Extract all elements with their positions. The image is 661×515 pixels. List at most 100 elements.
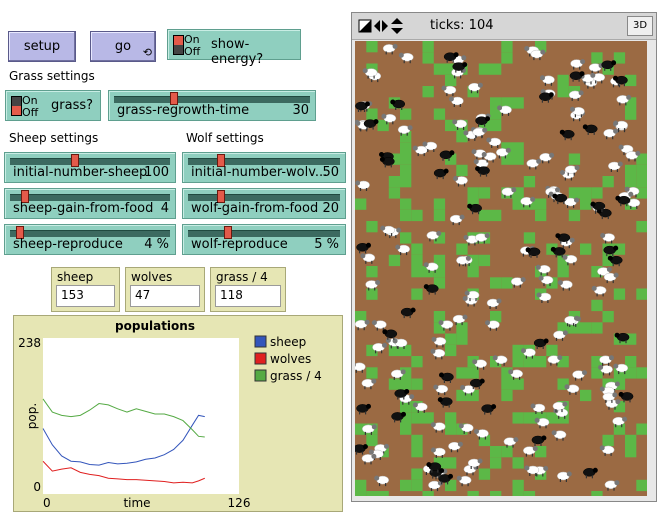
grass-patch [580,243,592,255]
grass-patch [568,153,581,165]
sheep-agent [538,275,554,287]
grass-patch [523,412,536,424]
slider-thumb[interactable] [216,190,225,203]
grass-patch [400,232,412,244]
slider-value: 30 [292,103,309,118]
grass-patch [445,344,457,357]
sheep-agent [486,137,502,148]
grass-patch [636,221,647,233]
sheep-agent [599,355,614,366]
switch-knob [173,35,184,55]
sheep-agent [613,363,629,375]
wolf-agent [433,168,449,180]
sheep-reproduce-slider[interactable]: sheep-reproduce 4 % [4,224,176,255]
sheep-agent [361,453,377,465]
grass-patch [422,266,434,278]
slider-name: initial-number-sheep [13,165,148,180]
slider-thumb[interactable] [20,190,29,203]
grass-patch [445,153,457,165]
slider-thumb[interactable] [70,154,79,167]
y-tick-min: 0 [33,480,41,494]
grass-patch [625,367,637,379]
sheep-gain-from-food-slider[interactable]: sheep-gain-from-food 4 [4,188,176,219]
slider-name: wolf-gain-from-food [191,201,319,216]
wolf-agent [382,329,398,340]
grass-patch [433,277,446,289]
grass-patch [501,277,513,289]
wolf-agent [355,444,368,455]
sheep-agent [530,49,546,61]
grass-patch [445,63,457,75]
slider-track [188,230,340,237]
sheep-agent [374,475,389,487]
grass-patch [400,367,412,379]
grass-regrowth-time-slider[interactable]: grass-regrowth-time 30 [108,90,316,121]
sheep-agent [508,369,523,380]
grass-patch [400,479,412,492]
grass-patch [613,52,626,64]
3d-button[interactable]: 3D [627,16,653,36]
grass-patch [388,254,401,267]
grass-patch [490,457,502,469]
grass-patch [602,434,614,447]
show-energy-switch[interactable]: On Off show-energy? [167,29,301,67]
sheep-agent [453,176,468,187]
series-lines [42,398,205,484]
sheep-agent [557,280,573,291]
grass-patch [433,232,446,244]
grass-patch [411,378,423,390]
grass-patch [366,41,378,53]
setup-button[interactable]: setup [8,31,76,62]
wolf-agent [481,404,497,415]
grass-patch [400,344,412,357]
left-right-arrows-icon[interactable] [374,20,388,32]
legend-swatch-1 [254,352,267,365]
grass-patch [602,63,614,75]
sheep-agent [422,141,438,152]
grass-patch [602,311,614,323]
grass-patch [625,74,637,87]
sheep-agent [535,264,551,276]
switch-knob [11,96,22,116]
wolf-reproduce-slider[interactable]: wolf-reproduce 5 % [182,224,346,255]
initial-number-wolves-slider[interactable]: initial-number-wolv... 50 [182,152,346,183]
slider-thumb[interactable] [170,92,179,105]
grass-patch [490,97,502,109]
wolf-agent [559,129,575,141]
initial-number-sheep-slider[interactable]: initial-number-sheep 100 [4,152,176,183]
grass-patch [478,209,491,222]
sheep-agent [362,68,378,79]
slider-value: 100 [144,165,169,180]
zoom-icon[interactable] [358,19,372,33]
grass-patch [490,446,502,458]
sheep-agent [520,196,536,208]
slider-thumb[interactable] [16,226,25,239]
grass-patch [400,412,412,424]
grass-patch [568,209,581,222]
wolf-agent [475,166,490,177]
grass-patch [535,356,547,368]
sheep-agent [570,59,586,70]
sheep-agent [395,244,410,256]
legend-label-1: wolves [270,352,311,366]
wolf-agent [569,71,585,82]
wolf-agent [552,193,568,205]
legend-swatch-2 [254,369,267,382]
grass-patch [591,322,603,334]
wolf-gain-from-food-slider[interactable]: wolf-gain-from-food 20 [182,188,346,219]
wolf-agent [601,60,617,71]
wolf-agent [452,62,468,73]
grass-patch [546,412,558,424]
slider-thumb[interactable] [224,226,232,239]
grass-patch [467,198,479,210]
go-button[interactable]: go ⟲ [90,31,156,62]
grass-patch [591,187,603,199]
wolf-agent [555,233,571,244]
grass-switch[interactable]: On Off grass? [5,90,101,121]
up-down-arrows-icon[interactable] [391,18,403,34]
grass-patch [591,52,603,64]
slider-thumb[interactable] [216,154,225,167]
grass-patch [467,389,479,402]
sheep-agent [362,424,377,435]
sheep-agent [524,465,540,476]
